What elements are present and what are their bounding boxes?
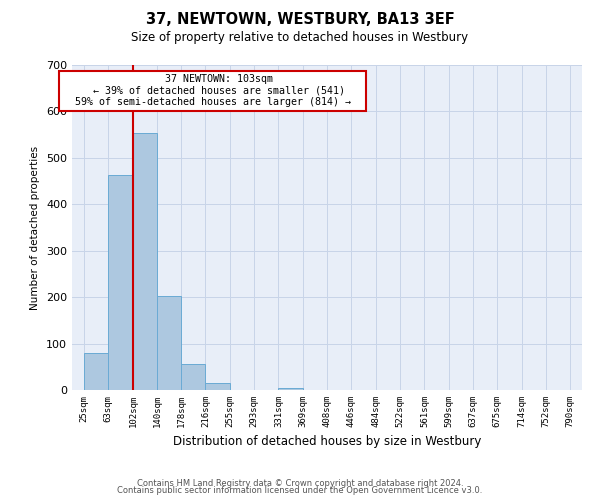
Bar bbox=[181, 364, 205, 390]
Text: Contains HM Land Registry data © Crown copyright and database right 2024.: Contains HM Land Registry data © Crown c… bbox=[137, 478, 463, 488]
Bar bbox=[157, 296, 181, 390]
Bar bbox=[278, 388, 302, 390]
Y-axis label: Number of detached properties: Number of detached properties bbox=[31, 146, 40, 310]
Text: 37 NEWTOWN: 103sqm
  ← 39% of detached houses are smaller (541)
  59% of semi-de: 37 NEWTOWN: 103sqm ← 39% of detached hou… bbox=[63, 74, 363, 108]
X-axis label: Distribution of detached houses by size in Westbury: Distribution of detached houses by size … bbox=[173, 436, 481, 448]
Bar bbox=[84, 353, 108, 390]
Text: Size of property relative to detached houses in Westbury: Size of property relative to detached ho… bbox=[131, 31, 469, 44]
Text: 37, NEWTOWN, WESTBURY, BA13 3EF: 37, NEWTOWN, WESTBURY, BA13 3EF bbox=[146, 12, 454, 28]
Bar bbox=[133, 133, 157, 390]
Text: Contains public sector information licensed under the Open Government Licence v3: Contains public sector information licen… bbox=[118, 486, 482, 495]
Bar bbox=[205, 383, 230, 390]
Bar bbox=[108, 175, 133, 390]
